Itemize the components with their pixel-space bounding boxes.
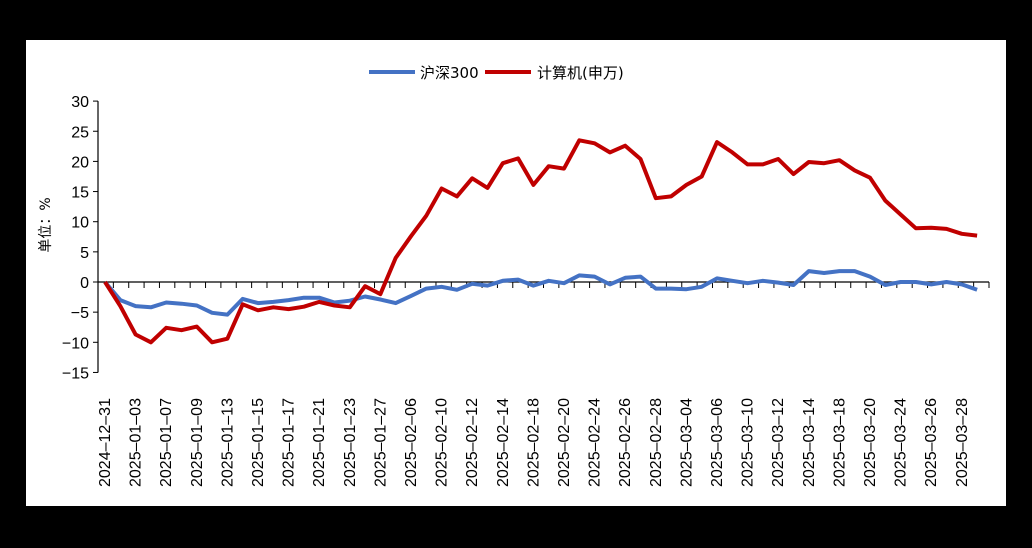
chart-frame: 沪深300 计算机(申万) 单位：% 30 25 20 15 10 5 0 −5 −10 −15 … (26, 40, 1006, 506)
x-tick-label: 2025–01–23 (342, 398, 359, 487)
x-tick-label: 2025–02–20 (556, 398, 573, 487)
x-tick-label: 2025–03–14 (801, 398, 818, 487)
x-tick-label: 2025–01–17 (281, 398, 298, 487)
x-tick-label: 2025–03–20 (862, 398, 879, 487)
x-tick-label: 2025–03–18 (831, 398, 848, 487)
x-tick-label: 2025–01–21 (311, 398, 328, 487)
y-tick-label: −10 (62, 335, 89, 352)
x-tick-label: 2025–03–06 (709, 398, 726, 487)
y-axis-label: 单位：% (38, 197, 54, 252)
x-tick-label: 2024–12–31 (97, 398, 114, 487)
line-chart: 沪深300 计算机(申万) 单位：% 302520151050−5−10−15 … (38, 64, 990, 487)
x-tick-label: 2025–01–07 (158, 398, 175, 487)
y-tick-label: 10 (71, 215, 89, 232)
x-tick-label: 2025–03–26 (923, 398, 940, 487)
series-line-computer (103, 138, 978, 345)
y-axis: 30 25 20 15 10 5 0 −5 −10 −15 (62, 94, 99, 382)
x-tick-label: 2025–01–27 (372, 398, 389, 487)
x-tick-label: 2025–02–18 (525, 398, 542, 487)
x-tick-label: 2025–01–03 (128, 398, 145, 487)
y-tick-label: 0 (80, 275, 89, 292)
y-tick-label: −5 (71, 305, 89, 322)
legend-label-hs300: 沪深300 (420, 64, 479, 82)
y-tick-label: 25 (71, 124, 89, 141)
x-tick-label: 2025–02–24 (587, 398, 604, 487)
x-tick-label: 2025–01–09 (189, 398, 206, 487)
y-tick-label: −15 (62, 365, 89, 382)
x-tick-label: 2025–01–13 (219, 398, 236, 487)
series-lines (103, 138, 978, 345)
y-tick-label: 20 (71, 154, 89, 171)
y-tick-label: 30 (71, 94, 89, 111)
x-tick-label: 2025–02–06 (403, 398, 420, 487)
x-tick-label: 2025–02–10 (434, 398, 451, 487)
x-tick-label: 2025–02–26 (617, 398, 634, 487)
legend: 沪深300 计算机(申万) (369, 64, 624, 82)
series-line-hs300 (103, 269, 978, 317)
x-tick-label: 2025–03–10 (740, 398, 757, 487)
x-tick-label: 2025–02–12 (464, 398, 481, 487)
x-tick-label: 2025–03–04 (678, 398, 695, 487)
legend-label-computer: 计算机(申万) (537, 64, 624, 82)
x-tick-label: 2025–03–28 (954, 398, 971, 487)
x-tick-label: 2025–02–28 (648, 398, 665, 487)
x-tick-label: 2025–03–24 (893, 398, 910, 487)
x-tick-label: 2025–03–12 (770, 398, 787, 487)
y-tick-label: 5 (80, 245, 89, 262)
x-tick-label: 2025–01–15 (250, 398, 267, 487)
x-tick-label: 2025–02–14 (495, 398, 512, 487)
y-tick-label: 15 (71, 185, 89, 202)
